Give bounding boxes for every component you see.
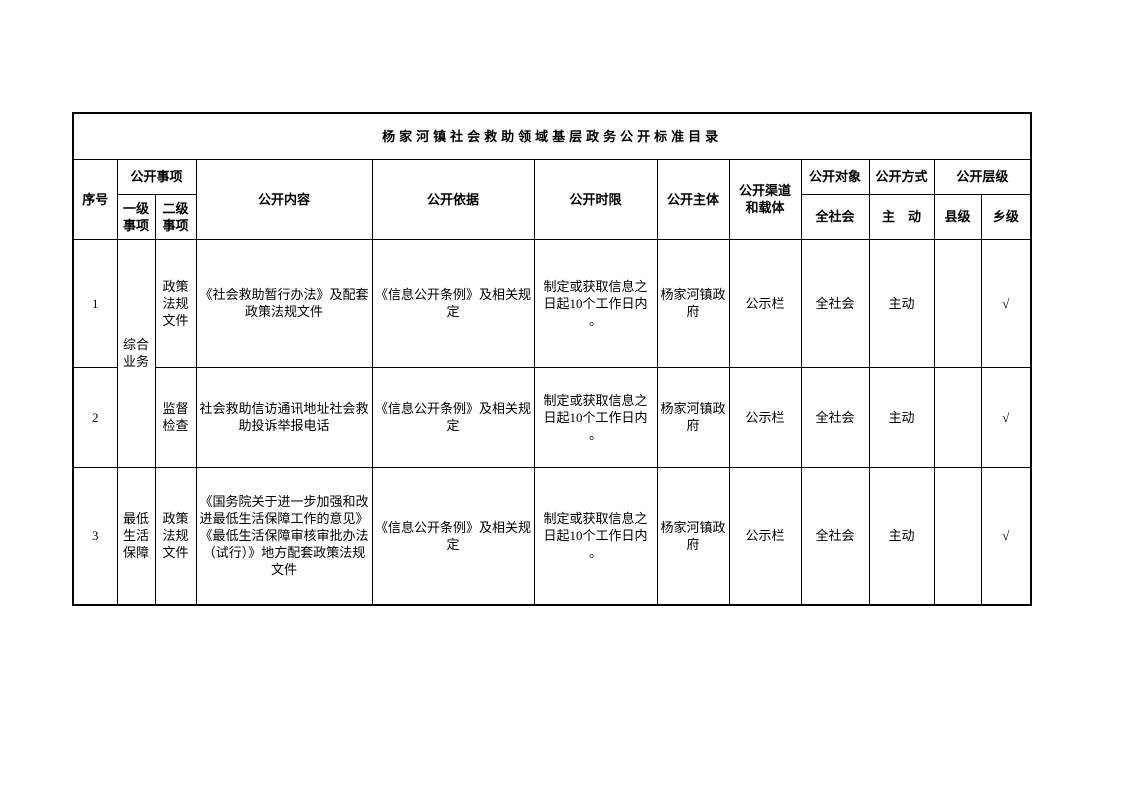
- cell-level1: 最低 生活 保障: [116, 466, 156, 606]
- cell-level2: 政策 法规 文件: [154, 238, 197, 368]
- table-row-1: 1 综合 业务 政策 法规 文件 《社会救助暂行办法》及配套 政策法规文件 《信…: [72, 238, 1032, 468]
- cell-time-limit: 制定或获取信息之 日起10个工作日内 。: [533, 238, 658, 368]
- cell-county: [933, 366, 982, 468]
- header-row-top: 序号 公开事项 公开内容 公开依据 公开时限 公开主体 公开渠道 和载体 公开对…: [72, 158, 1032, 240]
- cell-method: 主动: [868, 238, 935, 368]
- header-township: 乡级: [980, 193, 1032, 240]
- table-row-2: 2 监督 检查 社会救助信访通讯地址社会救 助投诉举报电话 《信息公开条例》及相…: [72, 366, 1032, 468]
- cell-basis: 《信息公开条例》及相关规 定: [371, 466, 535, 606]
- header-target: 公开对象: [800, 158, 870, 195]
- table-row-3: 3 最低 生活 保障 政策 法规 文件 《国务院关于进一步加强和改 进最低生活保…: [72, 466, 1032, 606]
- cell-township-check: √: [980, 466, 1032, 606]
- cell-level2: 监督 检查: [154, 366, 197, 468]
- cell-county: [933, 238, 982, 368]
- cell-county: [933, 466, 982, 606]
- header-level1-item: 一级 事项: [116, 193, 156, 240]
- title-row: 杨家河镇社会救助领域基层政务公开标准目录: [72, 112, 1032, 160]
- cell-content: 社会救助信访通讯地址社会救 助投诉举报电话: [195, 366, 373, 468]
- header-channel: 公开渠道 和载体: [728, 158, 802, 240]
- cell-content: 《国务院关于进一步加强和改 进最低生活保障工作的意见》 《最低生活保障审核审批办…: [195, 466, 373, 606]
- cell-time-limit: 制定或获取信息之 日起10个工作日内 。: [533, 366, 658, 468]
- header-method-active: 主 动: [868, 193, 935, 240]
- cell-basis: 《信息公开条例》及相关规 定: [371, 238, 535, 368]
- cell-channel: 公示栏: [728, 238, 802, 368]
- cell-target: 全社会: [800, 366, 870, 468]
- header-time-limit: 公开时限: [533, 158, 658, 240]
- header-disclosure-items: 公开事项: [116, 158, 197, 195]
- cell-basis: 《信息公开条例》及相关规 定: [371, 366, 535, 468]
- cell-time-limit: 制定或获取信息之 日起10个工作日内 。: [533, 466, 658, 606]
- header-serial: 序号: [72, 158, 118, 240]
- header-target-all: 全社会: [800, 193, 870, 240]
- disclosure-standard-table: 杨家河镇社会救助领域基层政务公开标准目录 序号 公开事项 公开内容 公开依据 公…: [72, 112, 1033, 606]
- header-level2-item: 二级 事项: [154, 193, 197, 240]
- cell-subject: 杨家河镇政 府: [656, 238, 730, 368]
- header-content: 公开内容: [195, 158, 373, 240]
- cell-serial: 1: [72, 238, 118, 368]
- cell-subject: 杨家河镇政 府: [656, 366, 730, 468]
- header-row-sub: 一级 事项 二级 事项 全社会 主 动 县级 乡级: [73, 193, 1032, 240]
- cell-township-check: √: [980, 366, 1032, 468]
- cell-serial: 2: [72, 366, 118, 468]
- cell-channel: 公示栏: [728, 366, 802, 468]
- header-subject: 公开主体: [656, 158, 730, 240]
- cell-channel: 公示栏: [728, 466, 802, 606]
- cell-subject: 杨家河镇政 府: [656, 466, 730, 606]
- cell-level2: 政策 法规 文件: [154, 466, 197, 606]
- cell-township-check: √: [980, 238, 1032, 368]
- cell-method: 主动: [868, 466, 935, 606]
- cell-level1: 综合 业务: [116, 238, 156, 468]
- header-basis: 公开依据: [371, 158, 535, 240]
- table-title: 杨家河镇社会救助领域基层政务公开标准目录: [72, 112, 1032, 160]
- header-level: 公开层级: [933, 158, 1032, 195]
- cell-target: 全社会: [800, 466, 870, 606]
- cell-method: 主动: [868, 366, 935, 468]
- cell-target: 全社会: [800, 238, 870, 368]
- cell-serial: 3: [72, 466, 118, 606]
- header-method: 公开方式: [868, 158, 935, 195]
- cell-content: 《社会救助暂行办法》及配套 政策法规文件: [195, 238, 373, 368]
- header-county: 县级: [933, 193, 982, 240]
